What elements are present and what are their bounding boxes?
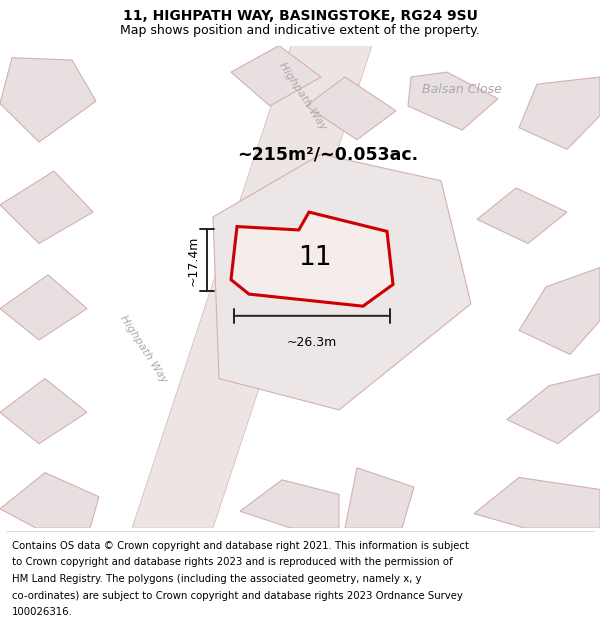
Text: Highpath Way: Highpath Way [277, 61, 329, 132]
Text: Map shows position and indicative extent of the property.: Map shows position and indicative extent… [120, 24, 480, 38]
Polygon shape [306, 77, 396, 140]
Polygon shape [132, 46, 372, 528]
Polygon shape [240, 480, 339, 528]
Polygon shape [408, 72, 498, 130]
Polygon shape [507, 374, 600, 444]
Polygon shape [213, 154, 471, 410]
Polygon shape [0, 379, 87, 444]
Polygon shape [231, 212, 393, 306]
Text: Balsan Close: Balsan Close [422, 82, 502, 96]
Text: Highpath Way: Highpath Way [118, 314, 170, 385]
Polygon shape [477, 188, 567, 244]
Text: Contains OS data © Crown copyright and database right 2021. This information is : Contains OS data © Crown copyright and d… [12, 541, 469, 551]
Polygon shape [474, 478, 600, 528]
Text: 11: 11 [298, 245, 332, 271]
Polygon shape [231, 46, 321, 106]
Text: 11, HIGHPATH WAY, BASINGSTOKE, RG24 9SU: 11, HIGHPATH WAY, BASINGSTOKE, RG24 9SU [122, 9, 478, 23]
Polygon shape [0, 472, 99, 528]
Text: co-ordinates) are subject to Crown copyright and database rights 2023 Ordnance S: co-ordinates) are subject to Crown copyr… [12, 591, 463, 601]
Text: to Crown copyright and database rights 2023 and is reproduced with the permissio: to Crown copyright and database rights 2… [12, 558, 452, 568]
Polygon shape [519, 268, 600, 354]
Polygon shape [519, 77, 600, 149]
Polygon shape [0, 58, 96, 142]
Text: ~215m²/~0.053ac.: ~215m²/~0.053ac. [237, 145, 418, 163]
Text: ~26.3m: ~26.3m [287, 336, 337, 349]
Text: 100026316.: 100026316. [12, 608, 73, 618]
Text: HM Land Registry. The polygons (including the associated geometry, namely x, y: HM Land Registry. The polygons (includin… [12, 574, 422, 584]
Text: ~17.4m: ~17.4m [187, 235, 200, 286]
Polygon shape [345, 468, 414, 528]
Polygon shape [0, 275, 87, 340]
Polygon shape [0, 171, 93, 244]
